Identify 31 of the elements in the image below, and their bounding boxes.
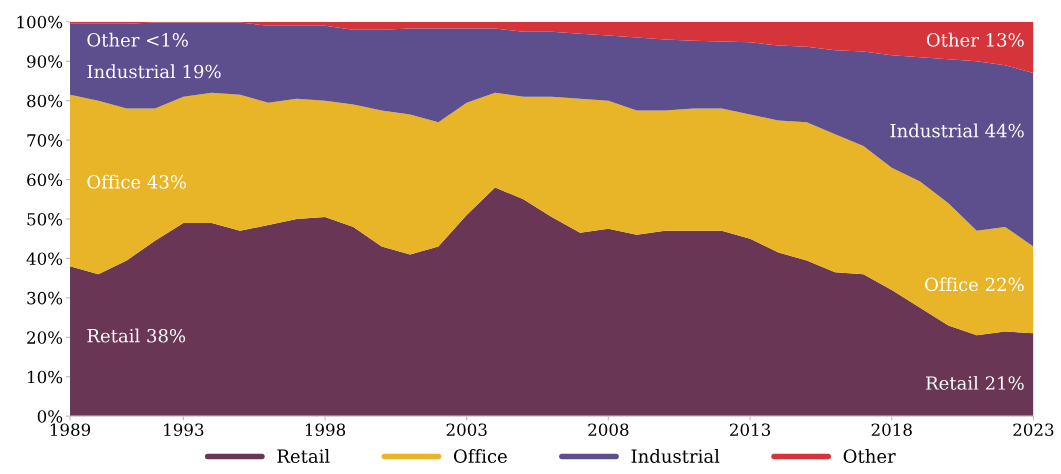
annotation: Office 43% [87,174,187,189]
x-tick-label: 2018 [871,423,912,437]
y-tick-label: 20% [27,331,63,344]
annotation: Industrial 44% [890,123,1024,138]
annotation: Retail 21% [926,375,1024,390]
legend-label: Other [843,449,896,463]
x-tick-label: 2003 [446,423,487,437]
y-tick-label: 70% [27,134,63,147]
y-tick-label: 30% [27,291,63,305]
y-tick-label: 0% [37,410,63,423]
legend-label: Office [454,449,507,463]
annotation: Office 22% [925,277,1024,292]
y-tick-label: 10% [28,370,63,384]
x-tick-label: 1993 [164,423,204,437]
x-tick-label: 2023 [1013,423,1054,437]
x-tick-label: 1998 [305,423,346,437]
legend-label: Industrial [631,449,720,463]
annotation: Other <1% [87,32,188,47]
y-tick-label: 80% [27,94,63,108]
y-tick-label: 100% [17,15,63,29]
legend-label: Retail [277,449,330,463]
x-tick-label: 2008 [588,423,629,437]
annotation: Retail 38% [87,328,186,343]
annotation: Industrial 19% [87,64,221,79]
y-tick-label: 90% [27,55,63,68]
annotation: Other 13% [926,32,1024,47]
x-tick-label: 2013 [729,423,771,437]
y-tick-label: 40% [26,252,63,265]
y-tick-label: 60% [27,173,63,187]
x-tick-label: 1989 [50,423,91,437]
y-tick-label: 50% [27,212,63,226]
